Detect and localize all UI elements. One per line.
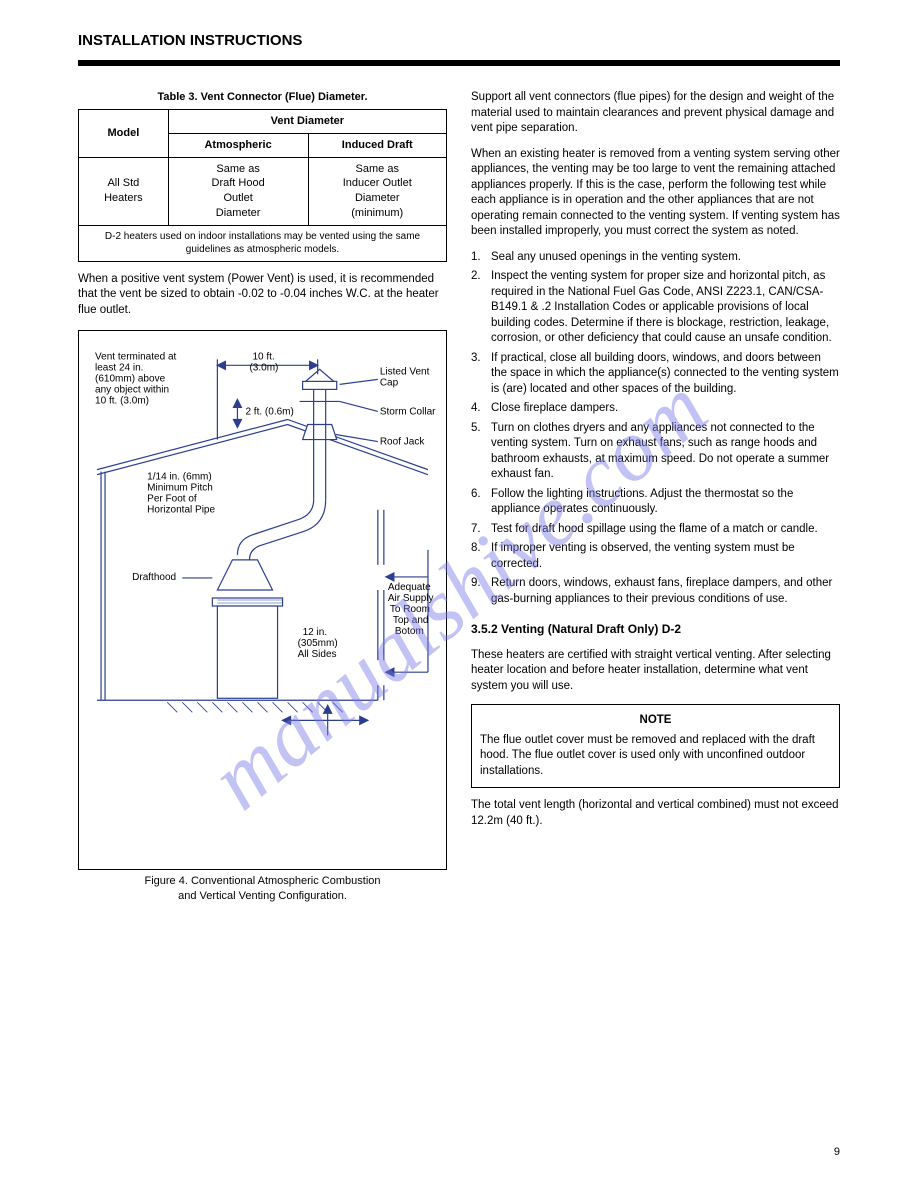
step-9: Return doors, windows, exhaust fans, fir…	[491, 576, 840, 607]
vent-diameter-table: Model Vent Diameter Atmospheric Induced …	[78, 109, 447, 262]
note-title: NOTE	[480, 713, 831, 729]
right-p1: Support all vent connectors (flue pipes)…	[471, 90, 840, 137]
table-cell-model: All Std Heaters	[79, 157, 169, 225]
page-number: 9	[834, 1146, 840, 1158]
diagram-label-drafthood: Drafthood	[132, 572, 176, 583]
table-cell-induced: Same as Inducer Outlet Diameter (minimum…	[308, 157, 447, 225]
page: manualshive.com INSTALLATION INSTRUCTION…	[0, 0, 918, 1188]
table-head-model: Model	[79, 109, 169, 157]
note-body: The flue outlet cover must be removed an…	[480, 733, 831, 780]
diagram-label-10ft: 10 ft. (3.0m)	[249, 352, 278, 374]
diagram-label-2ft: 2 ft. (0.6m)	[245, 407, 293, 418]
diagram-label-adequate: Adequate Air Supply To Room Top and Boto…	[388, 582, 436, 637]
left-column: Table 3. Vent Connector (Flue) Diameter.…	[78, 90, 447, 904]
step-6: Follow the lighting instructions. Adjust…	[491, 487, 840, 518]
table-caption: Table 3. Vent Connector (Flue) Diameter.	[78, 90, 447, 105]
venting-diagram: Vent terminated at least 24 in. (610mm) …	[87, 339, 438, 861]
diagram-label-12in: 12 in. (305mm) All Sides	[298, 628, 341, 661]
right-p2: When an existing heater is removed from …	[471, 147, 840, 240]
right-p4: The total vent length (horizontal and ve…	[471, 798, 840, 829]
step-2: Inspect the venting system for proper si…	[491, 269, 840, 347]
table-head-vent: Vent Diameter	[168, 109, 446, 133]
table-cell-atmo: Same as Draft Hood Outlet Diameter	[168, 157, 308, 225]
table-head-atmo: Atmospheric	[168, 133, 308, 157]
step-3: If practical, close all building doors, …	[491, 351, 840, 398]
header-title: INSTALLATION INSTRUCTIONS	[78, 32, 302, 49]
step-7: Test for draft hood spillage using the f…	[491, 522, 818, 538]
right-p3: These heaters are certified with straigh…	[471, 648, 840, 695]
step-5: Turn on clothes dryers and any appliance…	[491, 421, 840, 483]
content-columns: Table 3. Vent Connector (Flue) Diameter.…	[78, 90, 840, 904]
left-paragraph: When a positive vent system (Power Vent)…	[78, 272, 447, 319]
figure-caption: Figure 4. Conventional Atmospheric Combu…	[78, 874, 447, 904]
diagram-label-pitch: 1/14 in. (6mm) Minimum Pitch Per Foot of…	[147, 472, 215, 516]
step-8: If improper venting is observed, the ven…	[491, 541, 840, 572]
step-1: Seal any unused openings in the venting …	[491, 250, 741, 266]
table-footnote: D-2 heaters used on indoor installations…	[79, 225, 447, 261]
diagram-label-vent-terminated: Vent terminated at least 24 in. (610mm) …	[95, 352, 179, 407]
section-heading: 3.5.2 Venting (Natural Draft Only) D-2	[471, 621, 840, 637]
diagram-label-vent-cap: Listed Vent Cap	[380, 367, 432, 389]
note-box: NOTE The flue outlet cover must be remov…	[471, 704, 840, 788]
step-4: Close fireplace dampers.	[491, 401, 618, 417]
diagram-label-roof-jack: Roof Jack	[380, 437, 426, 448]
header-rule	[78, 60, 840, 66]
steps-list: 1.Seal any unused openings in the ventin…	[471, 250, 840, 608]
diagram-label-storm-collar: Storm Collar	[380, 407, 436, 418]
right-column: Support all vent connectors (flue pipes)…	[471, 90, 840, 904]
figure-box: Vent terminated at least 24 in. (610mm) …	[78, 330, 447, 870]
table-head-induced: Induced Draft	[308, 133, 447, 157]
